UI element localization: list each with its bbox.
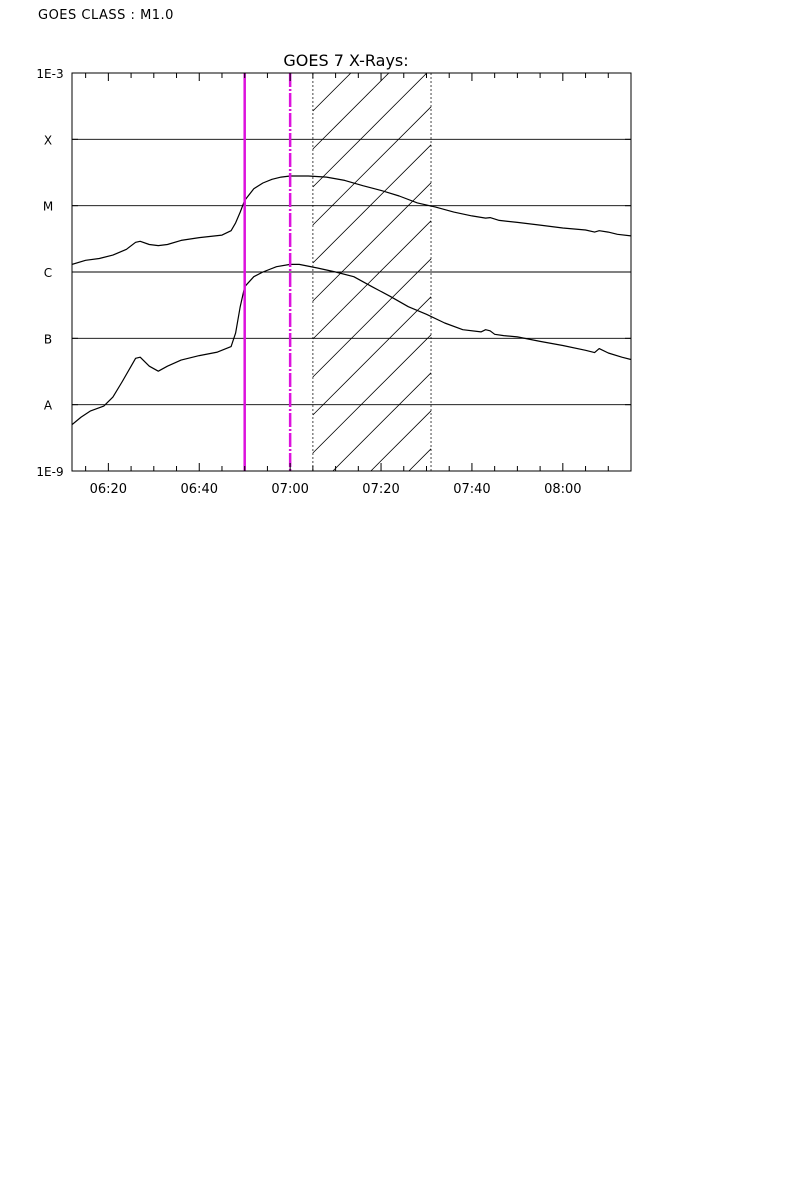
hatch-line: [312, 144, 432, 264]
goes-class-label: GOES CLASS : M1.0: [38, 8, 174, 23]
x-tick-label: 07:40: [453, 482, 490, 497]
hatch-line: [312, 296, 432, 416]
y-tick-label: 1E-3: [36, 67, 63, 81]
x-tick-label: 07:00: [271, 482, 308, 497]
hatch-line: [312, 258, 432, 378]
hatch-line: [370, 410, 432, 471]
y-tick-label: M: [43, 200, 53, 214]
y-tick-label: B: [44, 332, 52, 346]
y-tick-label: X: [44, 133, 52, 147]
hatch-line: [312, 73, 390, 150]
hatch-line: [332, 372, 432, 471]
axes: 1E-3 X M C B A 1E-9 06:20 06:40 07:00 07:20 07:40 08…: [36, 67, 632, 497]
x-tick-label: 07:20: [362, 482, 399, 497]
y-tick-label: A: [44, 399, 53, 413]
series-line-2: [72, 263, 631, 426]
chart-title: GOES 7 X-Rays:: [283, 51, 408, 70]
shaded-interval: [312, 73, 432, 471]
marker-group: [243, 73, 292, 471]
x-tick-label: 08:00: [544, 482, 581, 497]
hatch-line: [312, 73, 352, 112]
hatch-line: [312, 73, 428, 188]
series-group: [72, 175, 631, 426]
goes-xray-chart: GOES 7 X-Rays: 1E-3 X M C B A 1E-9 06:20 06:40 07…: [36, 51, 632, 497]
y-tick-label: 1E-9: [36, 465, 63, 479]
x-tick-label: 06:20: [90, 482, 127, 497]
hatch-line: [312, 334, 432, 454]
hatch-line: [408, 448, 432, 471]
hatch-line: [312, 182, 432, 302]
series-line-1: [72, 175, 631, 265]
x-tick-label: 06:40: [181, 482, 218, 497]
hatch-line: [312, 106, 432, 226]
hatch-line: [312, 220, 432, 340]
grid-lines: [72, 138, 631, 406]
y-tick-label: C: [44, 266, 52, 280]
